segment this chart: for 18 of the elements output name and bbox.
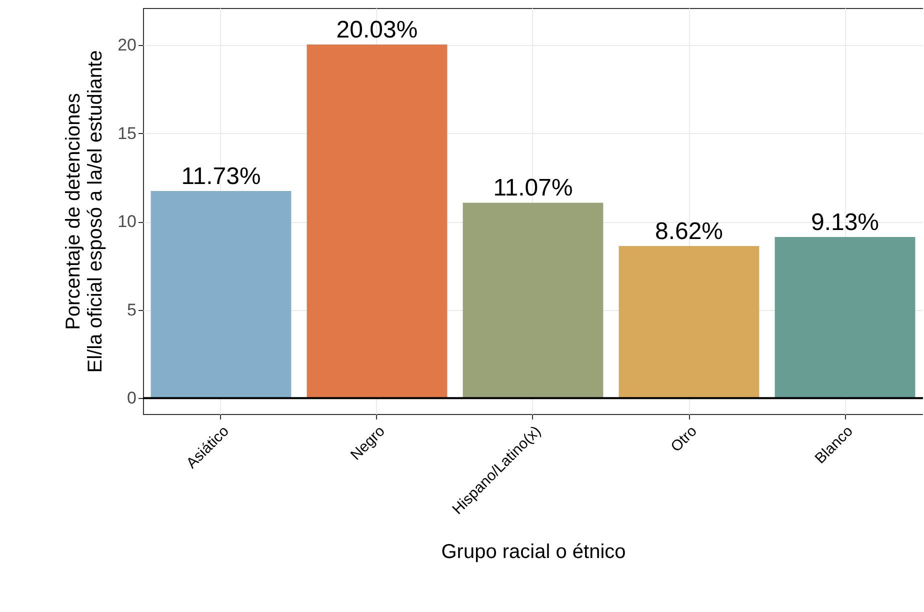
bar bbox=[462, 202, 604, 398]
data-label: 11.07% bbox=[493, 174, 573, 202]
y-tick-label: 10 bbox=[118, 212, 136, 232]
data-label: 9.13% bbox=[810, 208, 880, 236]
data-label: 8.62% bbox=[654, 218, 724, 245]
data-label: 20.03% bbox=[336, 16, 418, 44]
y-axis-title: Porcentaje de detenciones El/la oficial esposó a la/el estudiante bbox=[62, 50, 107, 373]
y-tick-label: 5 bbox=[127, 300, 136, 320]
y-tick-label: 20 bbox=[118, 36, 136, 55]
data-label: 11.73% bbox=[181, 163, 261, 190]
x-axis-title: Grupo racial o étnico bbox=[441, 541, 626, 564]
bar bbox=[150, 191, 292, 398]
bar bbox=[774, 236, 916, 398]
x-tick-label: Otro bbox=[668, 422, 700, 456]
bar bbox=[618, 246, 760, 398]
y-tick-label: 15 bbox=[118, 124, 136, 143]
bar bbox=[306, 44, 448, 398]
y-tick-label: 0 bbox=[127, 388, 136, 408]
